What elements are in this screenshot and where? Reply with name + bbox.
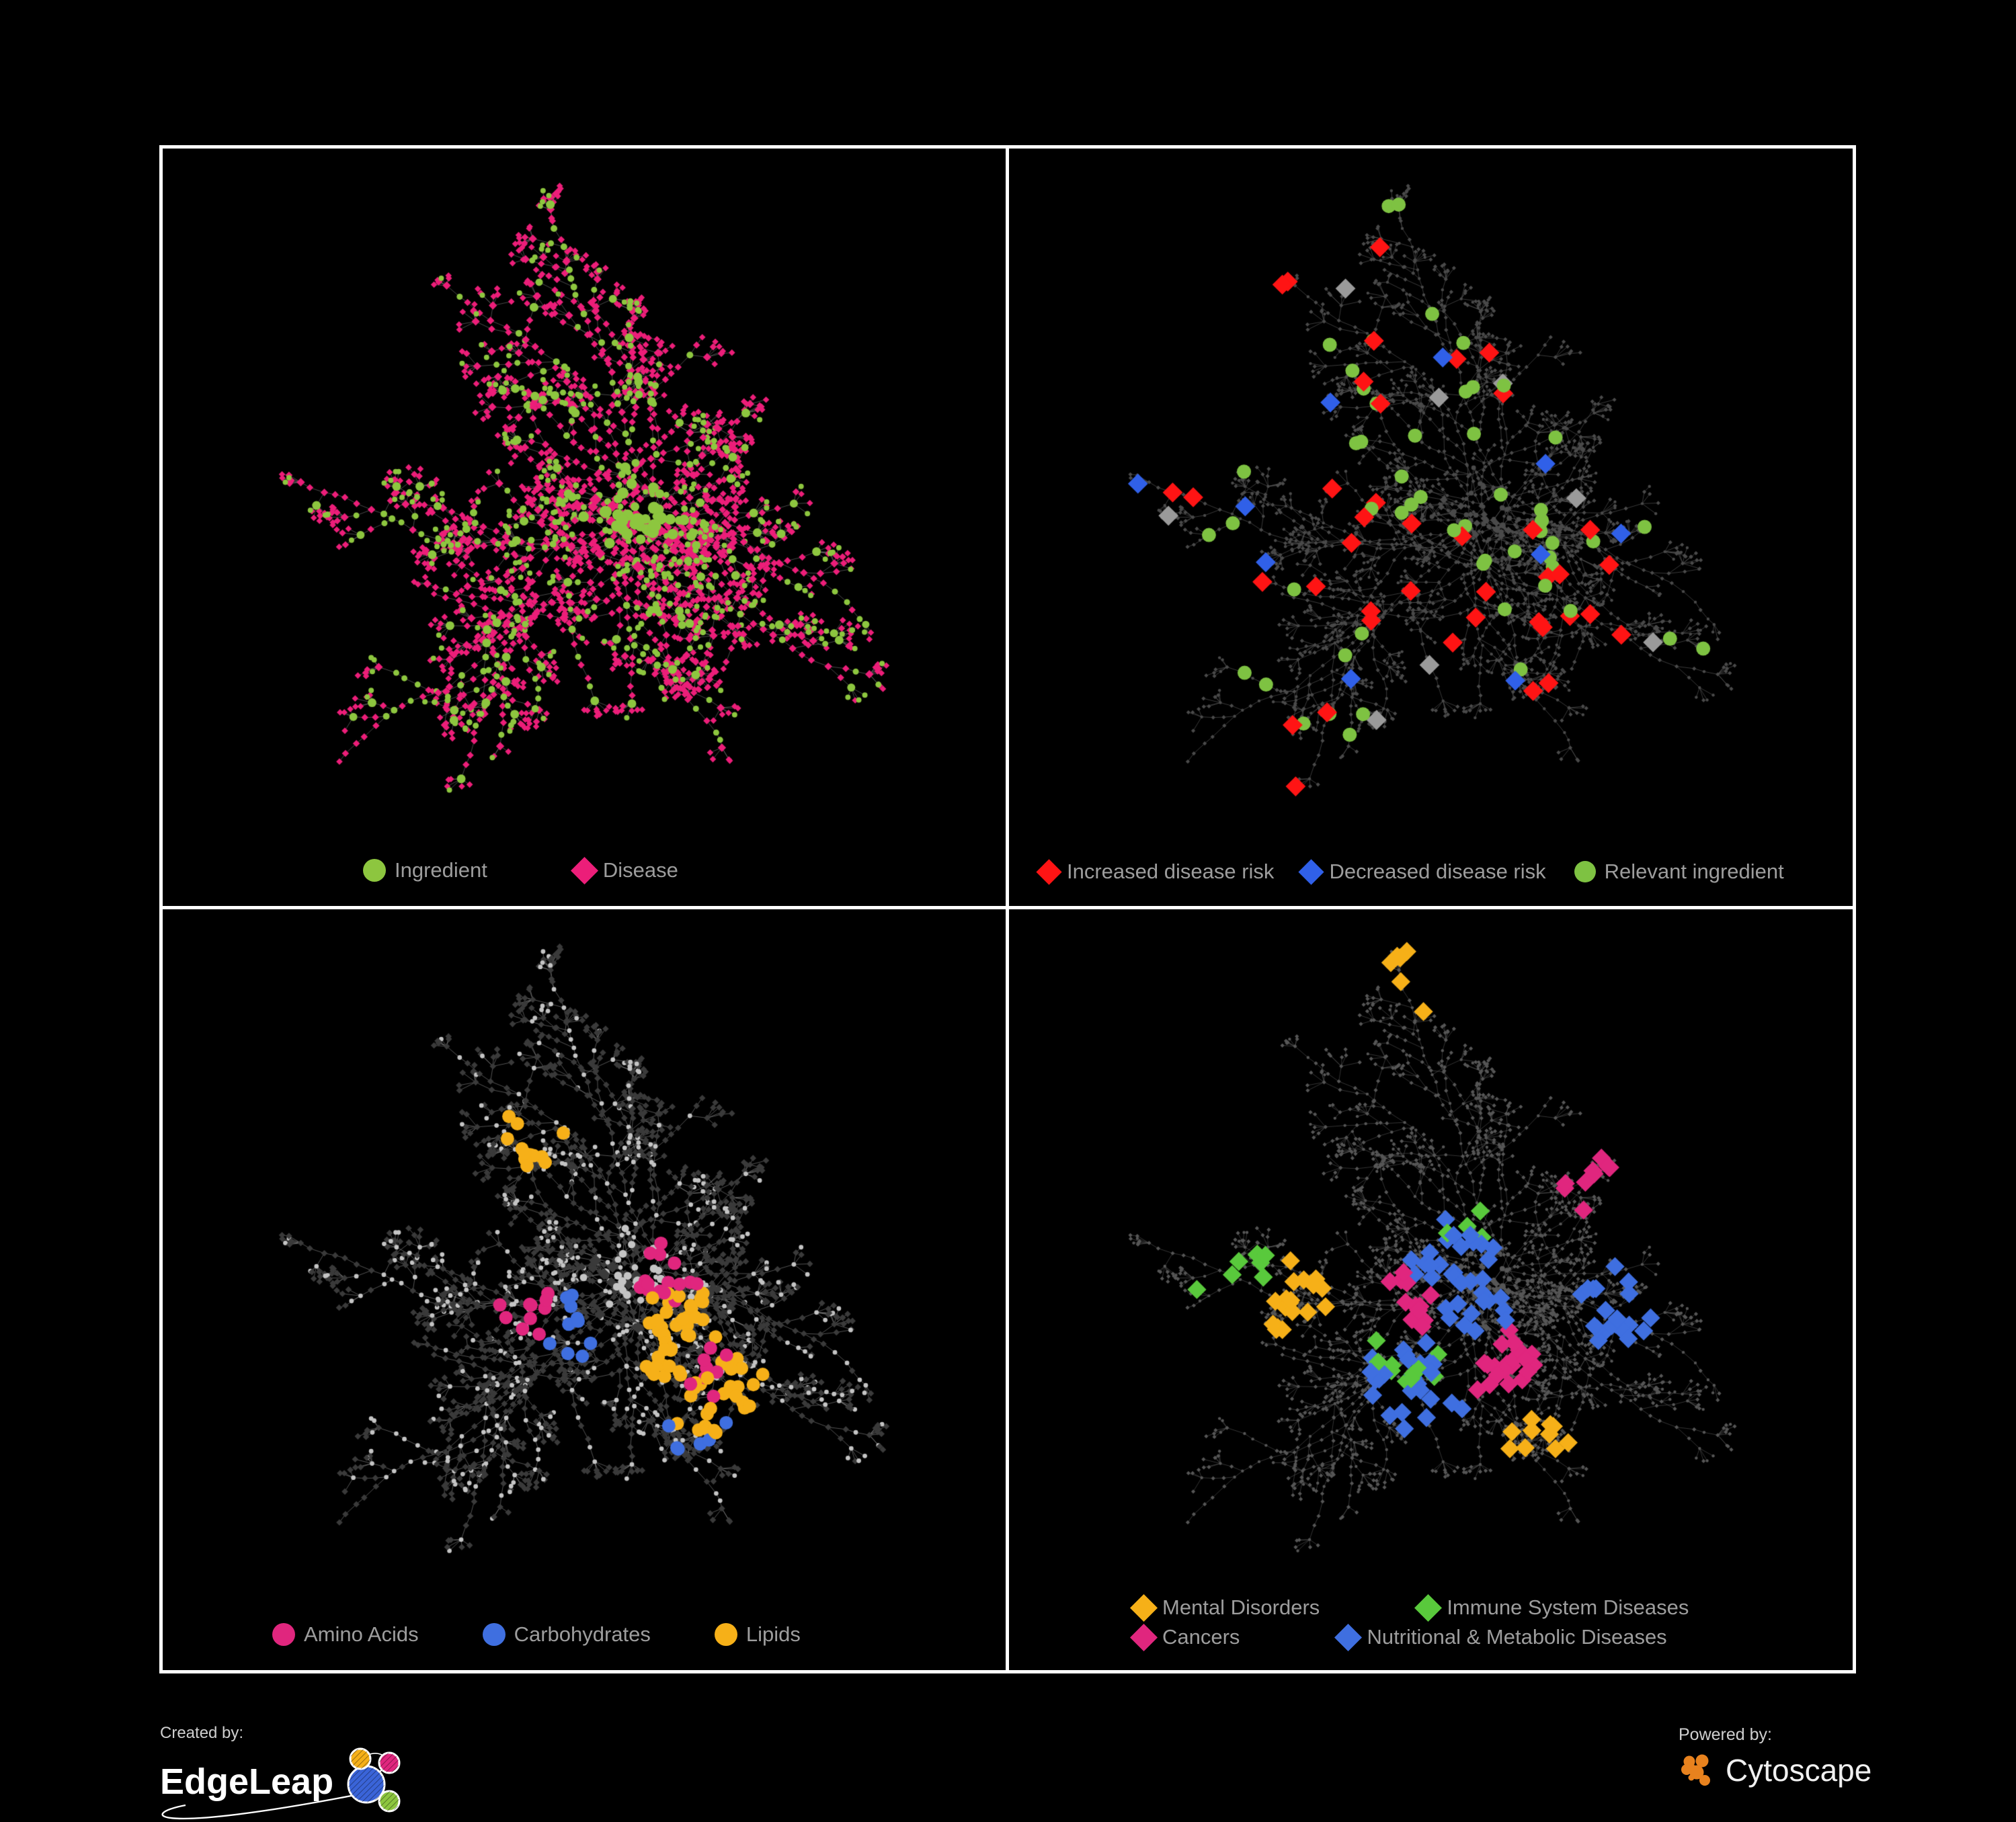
svg-text:EdgeLeap: EdgeLeap xyxy=(160,1762,333,1802)
